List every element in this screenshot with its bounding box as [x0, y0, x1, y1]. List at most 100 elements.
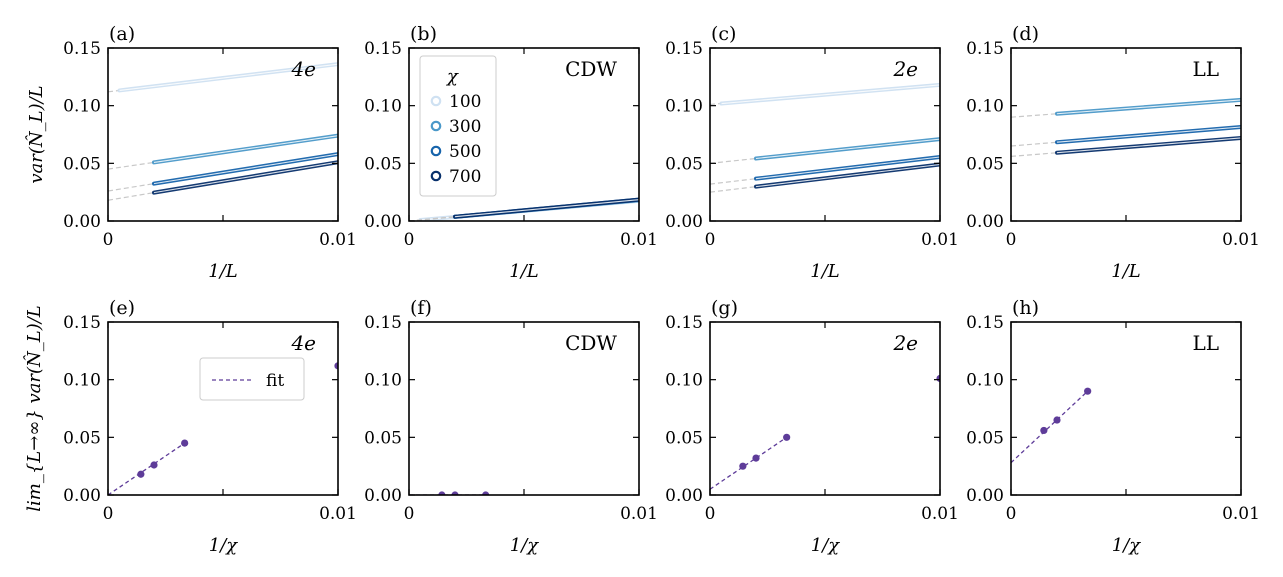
phase-tag: 2e [892, 331, 918, 355]
x-tick-label: 0 [705, 230, 716, 250]
fit-line [710, 436, 788, 490]
data-series-highlight-chi-500 [1056, 126, 1241, 143]
y-tick-label: 0.15 [63, 313, 101, 333]
y-tick-label: 0.15 [364, 39, 402, 59]
panel-label: (g) [711, 297, 738, 319]
plot-area [1011, 97, 1241, 158]
legend-entry: fit [266, 371, 284, 391]
data-series-highlight-chi-300 [153, 135, 338, 163]
y-tick-label: 0.00 [63, 486, 101, 506]
phase-tag: LL [1192, 331, 1219, 355]
panel-label: (h) [1012, 297, 1039, 319]
x-axis-label: 1/L [1111, 261, 1140, 282]
x-tick-label: 0 [103, 504, 114, 524]
chi-legend: χ 100 300 500 700 [419, 55, 497, 197]
y-tick-label: 0.05 [63, 428, 101, 448]
y-axis-label: lim_{L→∞} var(N̂_L)/L [23, 305, 45, 512]
y-tick-label: 0.10 [364, 371, 402, 391]
data-point [783, 433, 791, 441]
y-tick-label: 0.05 [364, 154, 402, 174]
y-axis-label: var(N̂_L)/L [25, 85, 47, 183]
legend-marker-chi-500 [430, 145, 442, 157]
panel-label: (a) [109, 23, 135, 45]
y-tick-label: 0.00 [966, 486, 1004, 506]
panel-1: 0.00 0.05 0.10 0.15 0 0.01 1/L (a) 4e var(N̂_L)/L [25, 23, 357, 282]
y-tick-label: 0.10 [63, 97, 101, 117]
data-point [181, 439, 189, 447]
y-tick-label: 0.10 [966, 97, 1004, 117]
y-tick-label: 0.05 [665, 154, 703, 174]
data-point [150, 461, 158, 469]
x-tick-label: 0.01 [620, 504, 658, 524]
x-axis-label: 1/χ [209, 535, 239, 556]
legend-marker-chi-700 [430, 170, 442, 182]
x-tick-label: 0.01 [319, 230, 357, 250]
y-tick-label: 0.00 [63, 212, 101, 232]
x-axis-label: 1/L [509, 261, 538, 282]
data-series-highlight-chi-300 [1056, 99, 1241, 115]
plot-area [710, 374, 940, 490]
data-point [1053, 416, 1061, 424]
panel-label: (c) [711, 23, 736, 45]
x-tick-label: 0.01 [921, 230, 959, 250]
x-tick-label: 0 [103, 230, 114, 250]
legend-box [199, 357, 305, 401]
legend-entry: 300 [449, 117, 481, 137]
panel-label: (b) [410, 23, 437, 45]
y-tick-label: 0.15 [665, 39, 703, 59]
y-tick-label: 0.10 [665, 97, 703, 117]
y-tick-label: 0.10 [966, 371, 1004, 391]
phase-tag: 4e [290, 57, 316, 81]
y-tick-label: 0.00 [364, 212, 402, 232]
x-axis-label: 1/χ [510, 535, 540, 556]
y-tick-label: 0.15 [665, 313, 703, 333]
y-tick-label: 0.15 [63, 39, 101, 59]
fit-line [1011, 390, 1089, 464]
phase-tag: LL [1192, 57, 1219, 81]
y-tick-label: 0.15 [966, 313, 1004, 333]
data-point [739, 462, 747, 470]
data-series-highlight-chi-100 [119, 63, 338, 91]
panel-2: 0.00 0.05 0.10 0.15 0 0.01 1/L (b) CDW χ 100 300 500… [364, 23, 658, 282]
legend-entry: 100 [449, 92, 481, 112]
x-tick-label: 0.01 [620, 230, 658, 250]
panel-label: (e) [109, 297, 135, 319]
x-tick-label: 0 [1006, 230, 1017, 250]
x-axis-label: 1/L [208, 261, 237, 282]
data-point [137, 470, 145, 478]
data-series-highlight-chi-500 [755, 156, 940, 180]
data-series-highlight-chi-700 [755, 163, 940, 188]
legend-marker-chi-300 [430, 120, 442, 132]
data-point [438, 491, 446, 495]
phase-tag: CDW [565, 331, 617, 355]
x-tick-label: 0 [705, 504, 716, 524]
data-point [334, 362, 338, 370]
y-tick-label: 0.05 [966, 154, 1004, 174]
x-tick-label: 0.01 [319, 504, 357, 524]
y-tick-label: 0.00 [364, 486, 402, 506]
data-point [451, 491, 459, 495]
data-point [1084, 387, 1092, 395]
legend-entry: 700 [449, 167, 481, 187]
data-series-highlight-chi-700 [153, 161, 338, 194]
panel-7: 0.00 0.05 0.10 0.15 0 0.01 1/χ (g) 2e [665, 297, 959, 556]
data-series-highlight-chi-700 [1056, 137, 1241, 154]
legend-marker-chi-100 [430, 95, 442, 107]
panel-label: (d) [1012, 23, 1039, 45]
x-tick-label: 0.01 [1222, 230, 1260, 250]
data-point [1040, 426, 1048, 435]
y-tick-label: 0.05 [966, 428, 1004, 448]
y-tick-label: 0.10 [63, 371, 101, 391]
plot-area [108, 362, 338, 495]
legend-entry: 500 [449, 142, 481, 162]
data-point [482, 491, 490, 495]
x-axis-label: 1/L [810, 261, 839, 282]
data-series-highlight-chi-300 [755, 138, 940, 160]
plot-area [1011, 387, 1092, 464]
y-tick-label: 0.05 [63, 154, 101, 174]
panel-8: 0.00 0.05 0.10 0.15 0 0.01 1/χ (h) LL [966, 297, 1260, 556]
plot-area [409, 491, 490, 495]
x-tick-label: 0.01 [1222, 504, 1260, 524]
y-tick-label: 0.00 [665, 486, 703, 506]
y-tick-label: 0.05 [364, 428, 402, 448]
